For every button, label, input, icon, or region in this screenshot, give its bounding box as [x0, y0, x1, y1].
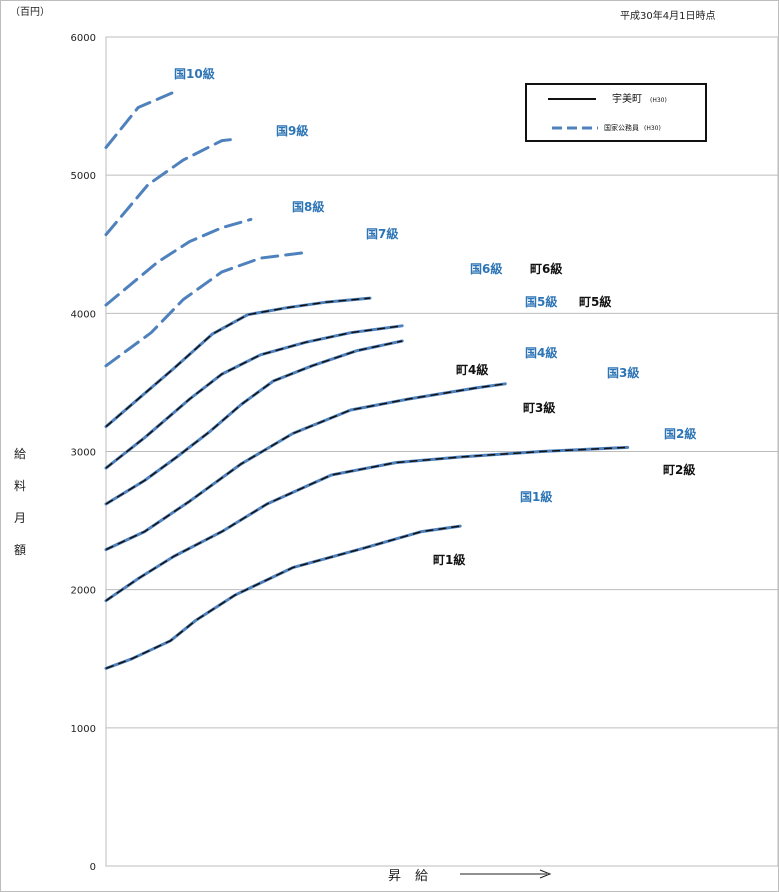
- kuni-series-line: [104, 382, 507, 552]
- kuni-series-label: 国3級: [607, 365, 639, 380]
- cho-series-line: [105, 297, 371, 428]
- legend-box: [525, 83, 707, 142]
- y-tick-label: 5000: [71, 171, 96, 182]
- kuni-series-line: [104, 339, 404, 506]
- kuni-series-label: 国8級: [292, 199, 324, 214]
- kuni-series-line: [104, 90, 176, 149]
- grid-lines: [106, 36, 778, 729]
- cho-series-label: 町3級: [523, 400, 555, 415]
- kuni-series-label: 国9級: [276, 123, 308, 138]
- kuni-series-label: 国10級: [174, 66, 215, 81]
- cho-series-line: [105, 446, 628, 602]
- legend-cho-label: 宇美町: [612, 92, 642, 105]
- y-tick-labels: 0 1000 2000 3000 4000 5000 6000: [71, 33, 96, 873]
- legend-cho-suffix: (H30): [650, 97, 667, 104]
- legend-kuni-label: 国家公務員: [604, 123, 639, 132]
- cho-series-label: 町2級: [663, 462, 695, 477]
- kuni-series-line: [104, 251, 308, 368]
- cho-series-line: [105, 325, 403, 469]
- kuni-series-line: [104, 524, 462, 670]
- cho-series-label: 町1級: [433, 552, 465, 567]
- cho-series-line: [105, 340, 403, 505]
- kuni-series-line: [104, 445, 630, 603]
- kuni-series-line: [104, 324, 404, 470]
- y-tick-label: 6000: [71, 33, 96, 44]
- cho-series-label: 町4級: [456, 362, 488, 377]
- y-tick-label: 0: [90, 862, 96, 873]
- y-tick-label: 2000: [71, 586, 96, 597]
- svg-text:給料月額: 給料月額: [14, 447, 26, 557]
- x-axis-arrow-head: [539, 869, 552, 879]
- y-axis-label: 給料月額: [14, 447, 26, 557]
- x-axis-label: 昇給: [388, 869, 442, 884]
- cho-series-label: 町6級: [530, 261, 562, 276]
- legend-kuni-suffix: (H30): [644, 125, 661, 132]
- legend: 宇美町 (H30) 国家公務員 (H30): [525, 83, 707, 142]
- y-tick-label: 1000: [71, 724, 96, 735]
- cho-series-label: 町5級: [579, 294, 611, 309]
- kuni-series-label: 国4級: [525, 345, 557, 360]
- series-group: [104, 90, 630, 670]
- unit-label: （百円）: [10, 6, 50, 18]
- kuni-series-label: 国5級: [525, 294, 557, 309]
- kuni-series-line: [104, 137, 237, 237]
- kuni-series-label: 国6級: [470, 261, 502, 276]
- kuni-series-line: [104, 217, 253, 307]
- y-tick-label: 3000: [71, 448, 96, 459]
- y-tick-label: 4000: [71, 309, 96, 320]
- kuni-series-label: 国2級: [664, 426, 696, 441]
- cho-series-line: [105, 525, 461, 670]
- kuni-series-label: 国7級: [366, 226, 398, 241]
- as-of-label: 平成30年4月1日時点: [620, 9, 715, 22]
- kuni-series-label: 国1級: [520, 489, 552, 504]
